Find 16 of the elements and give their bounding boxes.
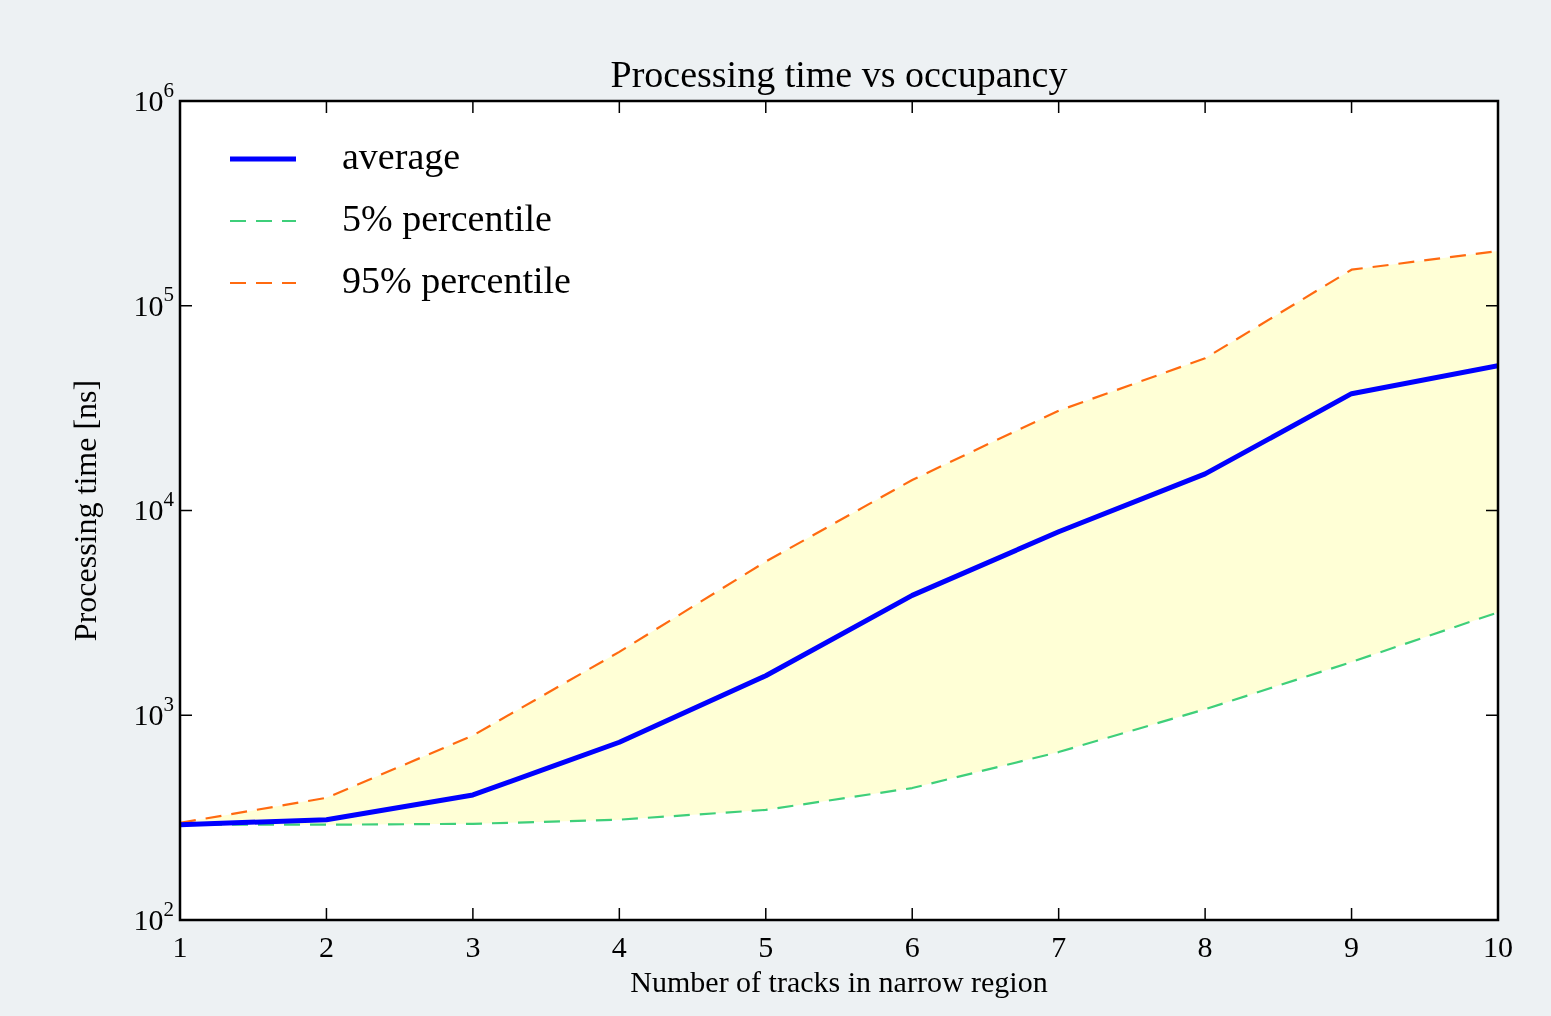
x-tick-label: 10 xyxy=(1483,929,1513,963)
chart-title: Processing time vs occupancy xyxy=(610,53,1068,95)
x-tick-label: 2 xyxy=(318,929,334,963)
x-tick-label: 3 xyxy=(465,929,481,963)
x-tick-label: 8 xyxy=(1197,929,1213,963)
legend-label: 95% percentile xyxy=(342,258,571,301)
legend-label: average xyxy=(342,134,461,177)
x-axis-title: Number of tracks in narrow region xyxy=(630,965,1048,998)
x-tick-label: 6 xyxy=(904,929,920,963)
y-axis-title: Processing time [ns] xyxy=(67,379,103,642)
x-tick-label: 4 xyxy=(611,929,627,963)
x-tick-label: 7 xyxy=(1051,929,1067,963)
x-tick-label: 1 xyxy=(172,929,188,963)
legend-label: 5% percentile xyxy=(342,196,552,239)
x-tick-label: 9 xyxy=(1344,929,1360,963)
x-tick-label: 5 xyxy=(758,929,774,963)
